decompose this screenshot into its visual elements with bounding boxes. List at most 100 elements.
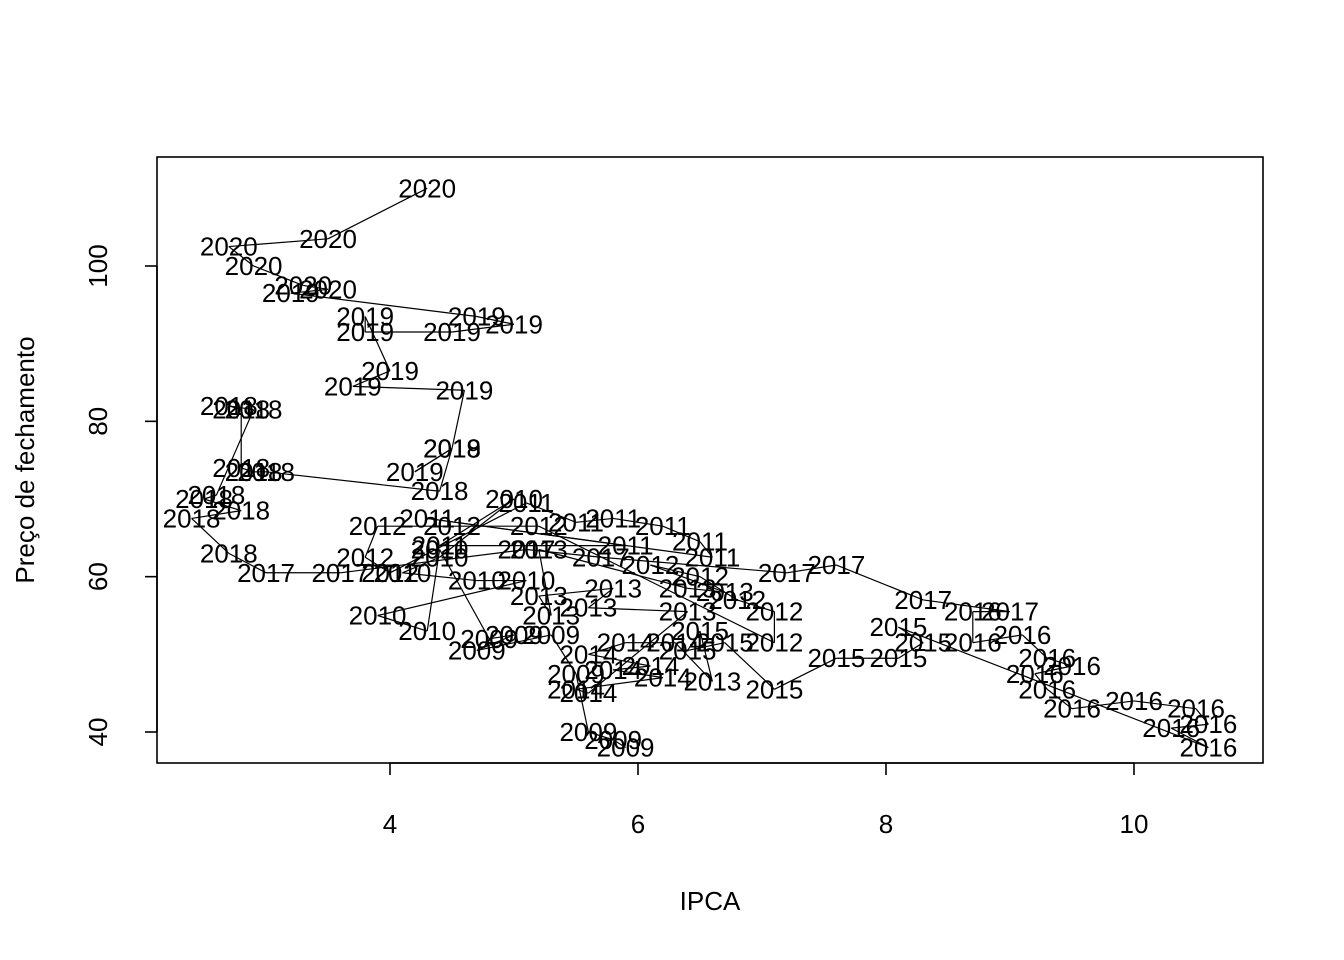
data-point-label: 2018 [200, 391, 258, 421]
connector-segment [303, 284, 329, 290]
connector-segment [352, 385, 465, 391]
data-point-label: 2013 [510, 581, 568, 611]
data-point-label: 2014 [597, 628, 655, 658]
data-point-label: 2010 [373, 558, 431, 588]
connector-segment [265, 471, 440, 492]
data-point-label: 2016 [1167, 694, 1225, 724]
data-point-label: 2013 [559, 593, 617, 623]
data-point-label: 2014 [646, 628, 704, 658]
connector-segment [402, 572, 477, 582]
connector-segment [538, 548, 688, 589]
connector-segment [414, 448, 453, 473]
connector-segment [650, 564, 726, 593]
data-point-label: 2015 [745, 674, 803, 704]
x-tick-label: 4 [383, 809, 397, 839]
data-point-label: 2010 [497, 566, 555, 596]
connector-segment [612, 739, 626, 749]
data-point-label: 2017 [894, 585, 952, 615]
connector-segment [662, 525, 701, 543]
connector-segment [191, 517, 230, 554]
data-point-label: 2009 [559, 717, 617, 747]
data-point-label: 2016 [1018, 674, 1076, 704]
data-point-label: 2009 [448, 635, 506, 665]
connector-segment [836, 564, 924, 601]
data-point-label: 2017 [311, 558, 369, 588]
connector-segment [699, 576, 738, 601]
data-point-label: 2020 [299, 224, 357, 254]
data-point-label: 2012 [349, 511, 407, 541]
data-point-label: 2012 [621, 550, 679, 580]
connector-segment [476, 634, 515, 652]
data-point-label: 2018 [212, 496, 270, 526]
y-tick-label: 80 [83, 407, 113, 436]
connector-segment [588, 607, 688, 613]
connector-segment [364, 525, 379, 558]
y-axis-label: Preço de fechamento [10, 336, 40, 583]
data-point-label: 2017 [237, 558, 295, 588]
data-point-label: 2012 [510, 511, 568, 541]
data-point-label: 2018 [237, 457, 295, 487]
data-point-label: 2013 [522, 601, 580, 631]
connector-segment [699, 541, 713, 558]
connector-segment [1171, 723, 1209, 729]
connector-segment [1046, 688, 1073, 710]
connector-segment [241, 467, 254, 473]
data-point-label: 2015 [659, 635, 717, 665]
point-labels: 2020202020202020202020202019201920192019… [163, 173, 1238, 762]
data-point-label: 2016 [1043, 694, 1101, 724]
data-point-label: 2013 [683, 667, 741, 697]
data-point-label: 2016 [944, 628, 1002, 658]
connector-segment [451, 323, 515, 333]
connector-segment [613, 669, 663, 679]
connector-segment [526, 502, 577, 523]
connector-segment [575, 688, 589, 694]
connector-segment [427, 517, 626, 547]
connector-segment [489, 634, 515, 640]
connector-segment [451, 390, 465, 449]
data-point-label: 2014 [547, 674, 605, 704]
connector-lines [191, 187, 1209, 749]
data-point-label: 2012 [745, 628, 803, 658]
connector-segment [588, 587, 614, 609]
connector-segment [575, 673, 589, 733]
data-point-label: 2014 [621, 651, 679, 681]
connector-segment [476, 315, 515, 325]
connector-segment [364, 556, 391, 574]
data-point-label: 2019 [336, 301, 394, 331]
data-point-label: 2012 [745, 597, 803, 627]
data-point-label: 2019 [262, 278, 320, 308]
data-point-label: 2016 [1018, 643, 1076, 673]
connector-segment [575, 677, 663, 690]
data-point-label: 2011 [684, 542, 740, 572]
data-point-label: 2019 [336, 317, 394, 347]
connector-segment [253, 265, 304, 286]
data-point-label: 2019 [435, 375, 493, 405]
data-point-label: 2017 [572, 542, 630, 572]
data-point-label: 2018 [187, 480, 245, 510]
data-point-label: 2010 [411, 542, 469, 572]
data-point-label: 2014 [559, 678, 617, 708]
connector-segment [923, 599, 1011, 613]
connector-segment [687, 630, 701, 651]
x-tick-label: 8 [879, 809, 893, 839]
data-point-label: 2009 [522, 620, 580, 650]
data-point-label: 2020 [274, 270, 332, 300]
data-point-label: 2016 [1006, 659, 1064, 689]
connector-segment [290, 292, 477, 318]
data-point-label: 2018 [163, 503, 221, 533]
data-point-label: 2019 [448, 301, 506, 331]
data-point-label: 2013 [659, 573, 717, 603]
data-point-label: 2019 [324, 371, 382, 401]
data-point-label: 2011 [598, 531, 654, 561]
data-point-label: 2010 [485, 484, 543, 514]
data-point-label: 2019 [485, 309, 543, 339]
connector-segment [724, 642, 775, 690]
data-point-label: 2017 [981, 597, 1039, 627]
x-axis-label: IPCA [680, 886, 741, 916]
data-point-label: 2015 [671, 616, 729, 646]
data-point-label: 2009 [584, 725, 642, 755]
connector-segment [1195, 708, 1209, 725]
data-point-label: 2012 [708, 585, 766, 615]
data-point-label: 2009 [597, 733, 655, 763]
